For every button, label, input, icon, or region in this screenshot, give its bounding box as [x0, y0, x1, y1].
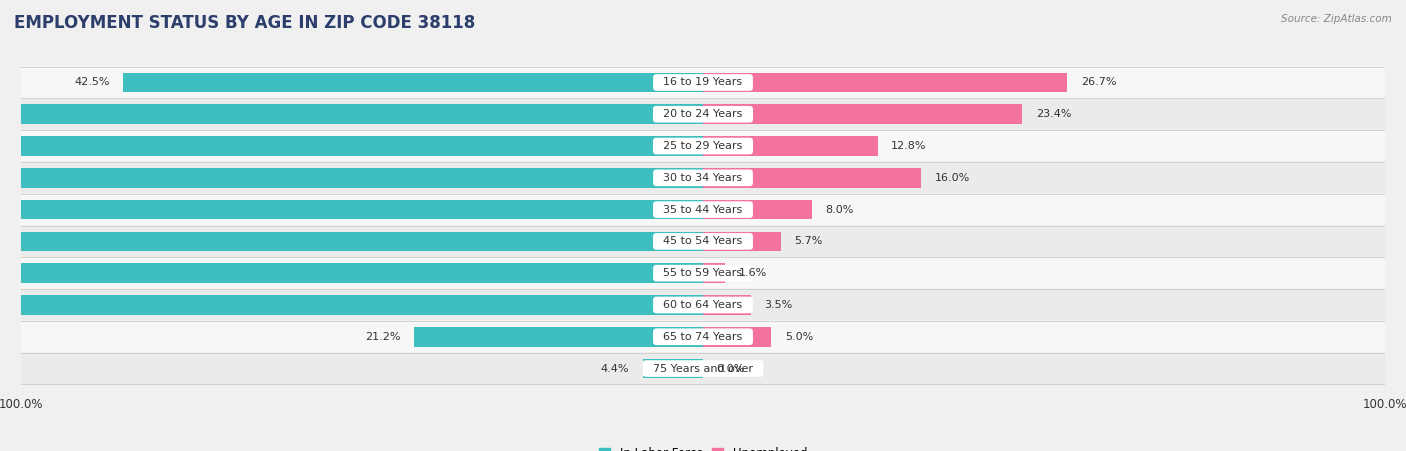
Bar — [0, 295, 703, 315]
Text: 23.4%: 23.4% — [1036, 109, 1071, 119]
FancyBboxPatch shape — [21, 321, 1385, 353]
Text: 0.0%: 0.0% — [717, 364, 745, 373]
FancyBboxPatch shape — [21, 161, 1385, 194]
FancyBboxPatch shape — [21, 257, 1385, 290]
Text: 16.0%: 16.0% — [935, 173, 970, 183]
Bar — [703, 136, 877, 156]
Bar — [703, 168, 921, 188]
Text: 65 to 74 Years: 65 to 74 Years — [657, 332, 749, 342]
Bar — [0, 263, 703, 283]
Text: 60 to 64 Years: 60 to 64 Years — [657, 300, 749, 310]
Text: 12.8%: 12.8% — [891, 141, 927, 151]
Bar — [413, 327, 703, 347]
Bar — [0, 104, 703, 124]
Bar — [0, 136, 703, 156]
Text: 35 to 44 Years: 35 to 44 Years — [657, 205, 749, 215]
Bar — [0, 168, 703, 188]
Bar — [703, 73, 1067, 92]
Text: 1.6%: 1.6% — [738, 268, 766, 278]
Text: 45 to 54 Years: 45 to 54 Years — [657, 236, 749, 246]
Bar — [643, 359, 703, 378]
Text: 8.0%: 8.0% — [825, 205, 853, 215]
Bar — [703, 200, 813, 220]
Text: 5.7%: 5.7% — [794, 236, 823, 246]
Text: 3.5%: 3.5% — [765, 300, 793, 310]
Text: EMPLOYMENT STATUS BY AGE IN ZIP CODE 38118: EMPLOYMENT STATUS BY AGE IN ZIP CODE 381… — [14, 14, 475, 32]
FancyBboxPatch shape — [21, 66, 1385, 99]
Text: 42.5%: 42.5% — [75, 78, 110, 87]
FancyBboxPatch shape — [21, 352, 1385, 385]
Text: 75 Years and over: 75 Years and over — [645, 364, 761, 373]
Bar — [703, 263, 725, 283]
Text: 21.2%: 21.2% — [364, 332, 401, 342]
Legend: In Labor Force, Unemployed: In Labor Force, Unemployed — [599, 447, 807, 451]
FancyBboxPatch shape — [21, 98, 1385, 130]
Text: Source: ZipAtlas.com: Source: ZipAtlas.com — [1281, 14, 1392, 23]
Bar — [703, 104, 1022, 124]
Text: 26.7%: 26.7% — [1081, 78, 1116, 87]
Bar — [703, 295, 751, 315]
Bar — [0, 200, 703, 220]
FancyBboxPatch shape — [21, 225, 1385, 258]
FancyBboxPatch shape — [21, 193, 1385, 226]
FancyBboxPatch shape — [21, 289, 1385, 321]
Text: 30 to 34 Years: 30 to 34 Years — [657, 173, 749, 183]
Bar — [703, 327, 772, 347]
Bar — [124, 73, 703, 92]
Text: 5.0%: 5.0% — [785, 332, 813, 342]
Text: 25 to 29 Years: 25 to 29 Years — [657, 141, 749, 151]
Bar — [703, 231, 780, 251]
Text: 55 to 59 Years: 55 to 59 Years — [657, 268, 749, 278]
Text: 16 to 19 Years: 16 to 19 Years — [657, 78, 749, 87]
FancyBboxPatch shape — [21, 130, 1385, 162]
Text: 4.4%: 4.4% — [600, 364, 630, 373]
Bar — [0, 231, 703, 251]
Text: 20 to 24 Years: 20 to 24 Years — [657, 109, 749, 119]
